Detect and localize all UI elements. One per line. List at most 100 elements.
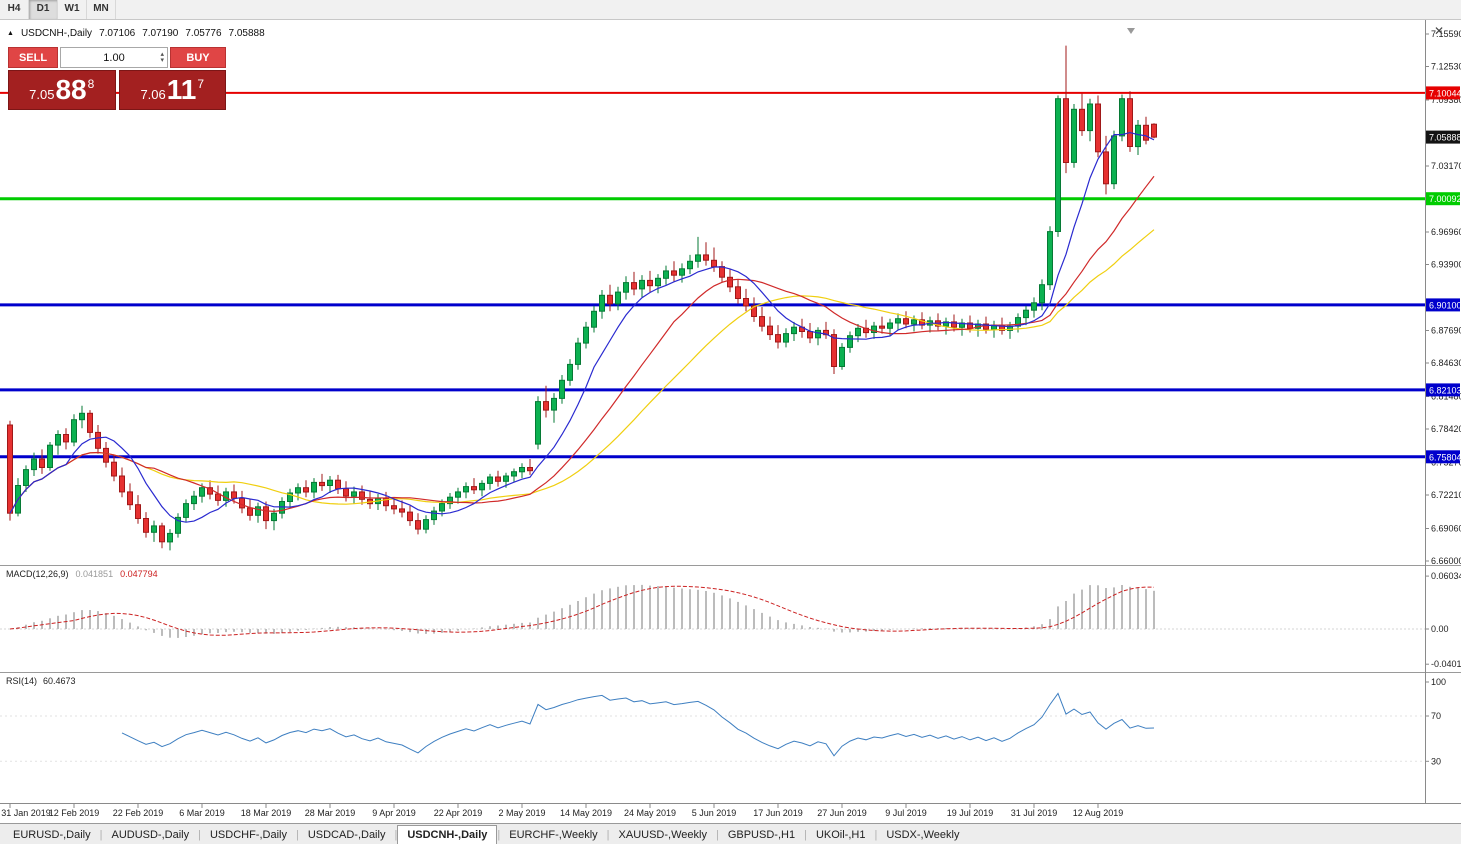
macd-label: MACD(12,26,9) 0.041851 0.047794 [6, 569, 158, 579]
volume-input[interactable]: 1.00 ▴ ▾ [60, 47, 168, 68]
chart-header: ▲ USDCNH-,Daily 7.07106 7.07190 7.05776 … [7, 28, 265, 39]
rsi-pane [0, 692, 1425, 762]
svg-text:9 Apr 2019: 9 Apr 2019 [372, 808, 416, 818]
timeframe-button-h4[interactable]: H4 [0, 0, 29, 19]
current-price-tag: 7.05888 [1426, 130, 1461, 144]
ohlc-close: 7.05888 [228, 28, 265, 39]
svg-text:6.66000: 6.66000 [1431, 556, 1461, 566]
chart-shift-marker-icon [1127, 28, 1135, 34]
svg-text:24 May 2019: 24 May 2019 [624, 808, 676, 818]
svg-text:18 Mar 2019: 18 Mar 2019 [241, 808, 292, 818]
svg-text:7.05888: 7.05888 [1429, 133, 1461, 143]
one-click-trading-panel: SELL 1.00 ▴ ▾ BUY 7.05 88 8 7.06 [8, 47, 226, 110]
price-tag-6.82103: 6.82103 [1426, 383, 1461, 397]
ohlc-low: 7.05776 [185, 28, 222, 39]
volume-value: 1.00 [103, 51, 125, 64]
tab-xauusd-weekly[interactable]: XAUUSD-,Weekly [618, 829, 707, 841]
tab-separator: | [198, 829, 201, 841]
tab-separator: | [99, 829, 103, 841]
sell-price-big: 88 [55, 74, 87, 105]
chart-symbol-label: USDCNH-,Daily [20, 28, 93, 39]
tab-separator: | [715, 829, 719, 841]
spinner-down-icon[interactable]: ▾ [160, 56, 164, 64]
chart-area[interactable]: 7.15590 7.12530 7.09380 7.03170 6.96960 6.939… [0, 20, 1461, 823]
chart-close-button[interactable]: ✕ [1433, 24, 1444, 38]
svg-text:31 Jan 2019: 31 Jan 2019 [1, 808, 51, 818]
svg-text:6.81480: 6.81480 [1431, 392, 1461, 402]
svg-text:0.060343: 0.060343 [1431, 571, 1461, 581]
svg-text:7.00092: 7.00092 [1429, 194, 1461, 204]
volume-spinner[interactable]: ▴ ▾ [160, 49, 164, 66]
svg-text:70: 70 [1431, 711, 1441, 721]
svg-text:22 Feb 2019: 22 Feb 2019 [113, 808, 164, 818]
timeframe-button-d1[interactable]: D1 [29, 0, 58, 19]
price-tag-7.10044: 7.10044 [1426, 86, 1461, 100]
tab-separator: | [804, 829, 807, 841]
svg-text:0.00: 0.00 [1431, 624, 1449, 634]
svg-text:7.10044: 7.10044 [1429, 88, 1461, 98]
svg-text:27 Jun 2019: 27 Jun 2019 [817, 808, 867, 818]
sell-button[interactable]: SELL [8, 47, 58, 68]
tab-separator: | [874, 829, 878, 841]
timeframe-button-mn[interactable]: MN [87, 0, 116, 19]
tab-separator: | [497, 829, 501, 841]
price-tag-7.00092: 7.00092 [1426, 192, 1461, 206]
sell-price-sup: 8 [87, 77, 95, 91]
svg-text:6.78420: 6.78420 [1431, 424, 1461, 434]
moving-average-18 [9, 175, 1155, 514]
buy-price-sup: 7 [197, 77, 205, 91]
svg-text:31 Jul 2019: 31 Jul 2019 [1011, 808, 1058, 818]
tab-gbpusd-h1[interactable]: GBPUSD-,H1 [727, 829, 796, 841]
tab-usdcad-daily[interactable]: USDCAD-,Daily [307, 829, 386, 841]
spinner-up-icon[interactable]: ▴ [160, 50, 164, 58]
ohlc-high: 7.07190 [142, 28, 179, 39]
svg-text:6.93900: 6.93900 [1431, 260, 1461, 270]
svg-text:19 Jul 2019: 19 Jul 2019 [947, 808, 994, 818]
tab-eurusd-daily[interactable]: EURUSD-,Daily [13, 829, 91, 841]
collapse-marker-icon: ▲ [7, 30, 14, 37]
svg-text:6.87690: 6.87690 [1431, 326, 1461, 336]
svg-text:6.75804: 6.75804 [1429, 452, 1461, 462]
svg-text:-0.040136: -0.040136 [1431, 659, 1461, 669]
tab-ukoil-h1[interactable]: UKOil-,H1 [815, 829, 866, 841]
svg-text:22 Apr 2019: 22 Apr 2019 [434, 808, 483, 818]
svg-text:9 Jul 2019: 9 Jul 2019 [885, 808, 927, 818]
price-tag-6.90100: 6.90100 [1426, 298, 1461, 312]
price-tag-6.75804: 6.75804 [1426, 450, 1461, 464]
tab-eurchf-weekly[interactable]: EURCHF-,Weekly [509, 829, 598, 841]
macd-signal-line [9, 585, 1155, 636]
buy-button[interactable]: BUY [170, 47, 226, 68]
tab-usdx-weekly[interactable]: USDX-,Weekly [886, 829, 960, 841]
tab-usdcnh-daily[interactable]: USDCNH-,Daily [397, 825, 498, 844]
buy-price-base: 7.06 [140, 87, 166, 102]
price-axis[interactable]: 7.15590 7.12530 7.09380 7.03170 6.96960 6.939… [1425, 20, 1461, 803]
svg-text:30: 30 [1431, 756, 1441, 766]
tab-separator: | [295, 829, 299, 841]
timeframe-button-w1[interactable]: W1 [58, 0, 87, 19]
sell-price-display[interactable]: 7.05 88 8 [8, 70, 116, 110]
svg-text:14 May 2019: 14 May 2019 [560, 808, 612, 818]
svg-text:100: 100 [1431, 677, 1446, 687]
tab-separator: | [606, 829, 610, 841]
chart-svg[interactable]: 7.15590 7.12530 7.09380 7.03170 6.96960 6.939… [0, 20, 1461, 823]
svg-text:6.96960: 6.96960 [1431, 227, 1461, 237]
svg-text:7.12530: 7.12530 [1431, 62, 1461, 72]
svg-text:6.69060: 6.69060 [1431, 524, 1461, 534]
buy-price-display[interactable]: 7.06 11 7 [118, 70, 226, 110]
sell-price-base: 7.05 [29, 87, 55, 102]
chart-tabs: EURUSD-,Daily | AUDUSD-,Daily | USDCHF-,Dail… [0, 823, 1461, 844]
svg-text:6 Mar 2019: 6 Mar 2019 [179, 808, 225, 818]
tab-audusd-daily[interactable]: AUDUSD-,Daily [111, 829, 190, 841]
svg-text:2 May 2019: 2 May 2019 [498, 808, 545, 818]
level-lines[interactable] [0, 91, 1425, 459]
tab-usdchf-daily[interactable]: USDCHF-,Daily [209, 829, 287, 841]
tab-separator: | [394, 829, 398, 841]
svg-text:6.72210: 6.72210 [1431, 490, 1461, 500]
chart-background [0, 20, 1461, 823]
svg-text:17 Jun 2019: 17 Jun 2019 [753, 808, 803, 818]
rsi-label: RSI(14) 60.4673 [6, 676, 76, 686]
svg-text:7.09380: 7.09380 [1431, 95, 1461, 105]
ohlc-open: 7.07106 [99, 28, 136, 39]
